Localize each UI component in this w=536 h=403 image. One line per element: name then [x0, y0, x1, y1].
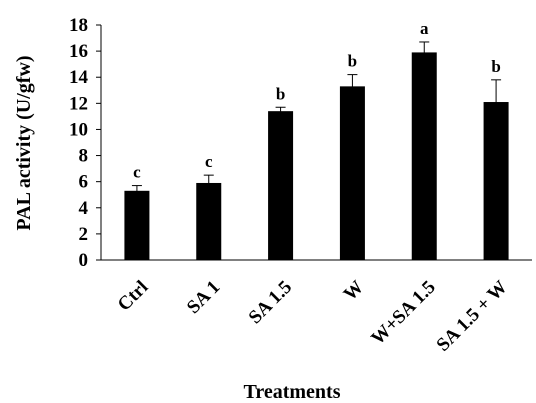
y-tick-label: 4	[79, 198, 89, 219]
x-tick-label: SA 1.5 + W	[433, 277, 512, 356]
x-tick-label: W	[340, 277, 368, 305]
y-tick-label: 10	[69, 119, 88, 140]
bar	[124, 190, 150, 260]
x-axis-title: Treatments	[243, 381, 340, 403]
y-tick-label: 12	[69, 93, 88, 114]
x-tick-label: Ctrl	[114, 277, 153, 316]
significance-letters: c c b b a b	[133, 19, 501, 182]
y-tick-label: 2	[79, 224, 89, 245]
y-axis-title: PAL activity (U/gfw)	[13, 55, 35, 230]
y-tick-label: 14	[69, 67, 89, 88]
significance-label: c	[205, 152, 213, 171]
significance-label: a	[420, 19, 429, 38]
error-bar	[203, 174, 214, 192]
bar	[411, 52, 437, 260]
bar	[268, 111, 294, 261]
significance-label: b	[491, 57, 500, 76]
error-bar	[347, 74, 358, 99]
y-tick-label: 8	[79, 146, 89, 167]
error-bar	[419, 41, 430, 64]
bar	[196, 182, 222, 260]
x-tick-label: W+SA 1.5	[367, 277, 440, 350]
significance-label: b	[276, 84, 285, 103]
error-bar	[275, 106, 286, 116]
y-tick-label: 0	[79, 250, 89, 271]
x-tick-label: SA 1.5	[245, 277, 296, 328]
y-tick-label: 6	[79, 172, 89, 193]
x-tick-label: SA 1	[183, 277, 224, 318]
bar	[483, 102, 509, 261]
error-bars	[131, 41, 502, 197]
bars	[124, 52, 509, 261]
y-tick-label: 18	[69, 15, 88, 36]
x-axis-categories: Ctrl SA 1 SA 1.5 W W+SA 1.5SA 1.5 + W	[114, 277, 512, 356]
y-axis-ticks: 0 2 4 6 8 10 12 14 16 18	[69, 15, 101, 271]
y-tick-label: 16	[69, 41, 88, 62]
bar	[339, 86, 365, 260]
significance-label: b	[348, 52, 357, 71]
significance-label: c	[133, 163, 141, 182]
error-bar	[131, 185, 142, 197]
error-bar	[491, 79, 502, 125]
